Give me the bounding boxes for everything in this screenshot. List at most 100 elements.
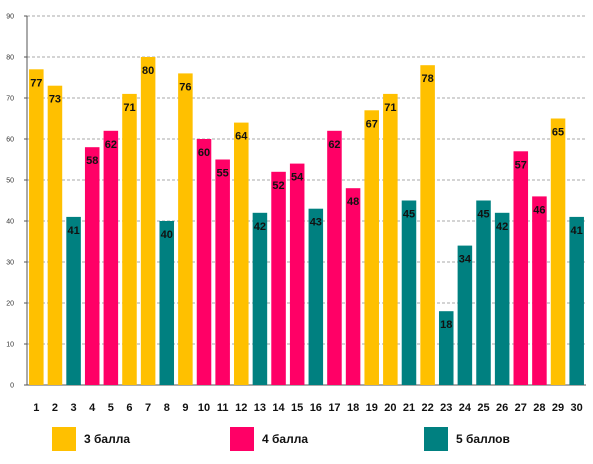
- x-tick-label-22: 22: [421, 402, 433, 414]
- bar-1: [29, 69, 44, 386]
- x-tick-label-17: 17: [328, 402, 340, 414]
- data-label-25: 45: [477, 209, 489, 221]
- bar-14: [271, 171, 286, 385]
- data-label-6: 71: [123, 102, 135, 114]
- bar-5: [103, 130, 119, 385]
- bar-22: [420, 65, 435, 385]
- data-label-5: 62: [105, 139, 117, 151]
- bar-7: [140, 57, 156, 385]
- legend-swatch-5: [424, 427, 448, 451]
- data-label-21: 45: [403, 209, 415, 221]
- bar-29: [550, 118, 566, 385]
- data-label-29: 65: [552, 127, 564, 139]
- x-tick-label-6: 6: [126, 402, 132, 414]
- y-tick-label: 10: [6, 342, 14, 349]
- bars: [29, 57, 584, 386]
- y-tick-label: 50: [6, 178, 14, 185]
- data-label-17: 62: [328, 139, 340, 151]
- data-label-30: 41: [571, 225, 583, 237]
- data-label-7: 80: [142, 65, 154, 77]
- legend-item-5: 5 баллов: [424, 424, 510, 454]
- data-label-16: 43: [310, 217, 322, 229]
- y-tick-label: 20: [6, 301, 14, 308]
- bar-11: [215, 159, 230, 385]
- x-tick-label-30: 30: [571, 402, 583, 414]
- bar-13: [252, 212, 268, 385]
- x-tick-label-23: 23: [440, 402, 452, 414]
- data-label-26: 42: [496, 221, 508, 233]
- x-tick-label-12: 12: [235, 402, 247, 414]
- bar-15: [289, 163, 305, 385]
- bar-23: [438, 311, 454, 385]
- data-label-19: 67: [366, 118, 378, 130]
- x-tick-label-7: 7: [145, 402, 151, 414]
- bar-24: [457, 245, 473, 385]
- x-tick-label-14: 14: [272, 402, 285, 414]
- x-tick-label-20: 20: [384, 402, 396, 414]
- data-label-1: 77: [30, 77, 42, 89]
- bar-6: [122, 93, 137, 386]
- data-label-23: 18: [440, 319, 452, 331]
- x-tick-label-25: 25: [477, 402, 489, 414]
- bar-16: [308, 208, 324, 385]
- y-tick-label: 70: [6, 96, 14, 103]
- legend-swatch-3: [52, 427, 76, 451]
- bar-26: [494, 212, 510, 385]
- bar-3: [66, 216, 81, 385]
- bar-2: [47, 85, 63, 385]
- x-tick-label-24: 24: [459, 402, 472, 414]
- x-tick-label-5: 5: [108, 402, 114, 414]
- bar-28: [532, 196, 547, 385]
- legend-label-4: 4 балла: [262, 432, 309, 446]
- legend-item-4: 4 балла: [230, 424, 308, 454]
- x-tick-label-13: 13: [254, 402, 266, 414]
- x-tick-label-16: 16: [310, 402, 322, 414]
- x-tick-label-26: 26: [496, 402, 508, 414]
- y-tick-label: 30: [6, 260, 14, 267]
- data-label-11: 55: [217, 168, 229, 180]
- bar-8: [159, 221, 175, 385]
- x-tick-label-15: 15: [291, 402, 303, 414]
- x-tick-label-2: 2: [52, 402, 58, 414]
- y-tick-label: 60: [6, 137, 14, 144]
- legend-swatch-4: [230, 427, 254, 451]
- x-tick-label-1: 1: [33, 402, 39, 414]
- data-label-10: 60: [198, 147, 210, 159]
- y-tick-label: 40: [6, 219, 14, 226]
- data-label-8: 40: [161, 229, 173, 241]
- data-label-14: 52: [272, 180, 284, 192]
- bar-10: [196, 139, 212, 385]
- data-label-13: 42: [254, 221, 266, 233]
- x-tick-label-4: 4: [89, 402, 96, 414]
- data-labels: 77 73 41 58 62 71 80 40 76 60 55 64 42 52 54 43 62 48 67 71…: [30, 65, 583, 331]
- data-label-3: 41: [67, 225, 79, 237]
- gridlines: [27, 15, 586, 345]
- x-tick-label-9: 9: [182, 402, 188, 414]
- axes: 0 10 20 30 40 50 60 70 80 90: [6, 14, 586, 390]
- bar-25: [476, 200, 491, 385]
- data-label-18: 48: [347, 196, 359, 208]
- x-tick-label-10: 10: [198, 402, 210, 414]
- bar-18: [345, 188, 361, 385]
- data-label-27: 57: [515, 159, 527, 171]
- y-tick-label: 90: [6, 14, 14, 21]
- x-tick-label-11: 11: [217, 402, 229, 414]
- data-label-22: 78: [421, 73, 433, 85]
- x-tick-label-27: 27: [515, 402, 527, 414]
- x-tick-label-19: 19: [366, 402, 378, 414]
- data-label-15: 54: [291, 172, 304, 184]
- bar-12: [234, 122, 249, 385]
- data-label-20: 71: [384, 102, 396, 114]
- legend-item-3: 3 балла: [52, 424, 130, 454]
- data-label-4: 58: [86, 155, 98, 167]
- y-tick-label: 80: [6, 55, 14, 62]
- x-tick-label-21: 21: [403, 402, 415, 414]
- bar-9: [178, 73, 193, 386]
- bar-19: [364, 110, 379, 386]
- legend-label-5: 5 баллов: [456, 432, 510, 446]
- x-tick-label-29: 29: [552, 402, 564, 414]
- bar-20: [383, 93, 398, 386]
- x-tick-label-28: 28: [533, 402, 545, 414]
- data-label-9: 76: [179, 81, 191, 93]
